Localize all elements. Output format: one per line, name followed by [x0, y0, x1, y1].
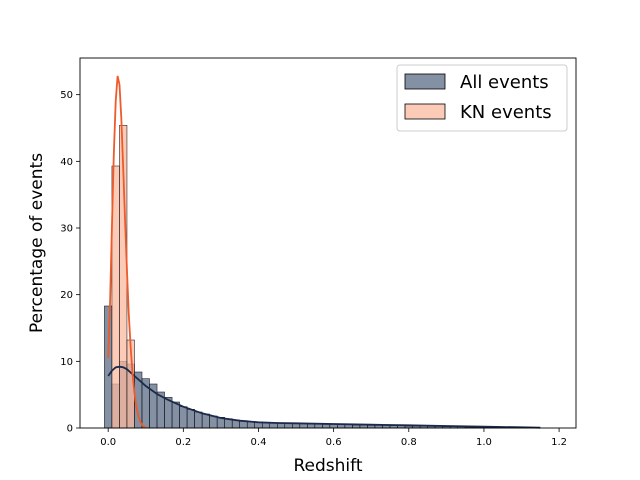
y-tick-label: 10: [60, 357, 73, 368]
all-events-bar: [171, 401, 180, 429]
kn-events-kde-line: [107, 75, 147, 429]
legend-swatch-all-events: [404, 73, 446, 90]
y-tick-label: 50: [60, 90, 73, 101]
all-events-bar: [201, 413, 210, 429]
all-events-kde-line: [107, 365, 541, 429]
y-axis-label: Percentage of events: [27, 153, 47, 333]
y-tick-label: 0: [67, 424, 73, 435]
all-events-bar: [186, 409, 195, 429]
x-tick-label: 0.0: [100, 437, 116, 448]
x-tick-label: 0.2: [175, 437, 191, 448]
x-axis-label: Redshift: [293, 456, 362, 476]
x-tick-label: 0.8: [401, 437, 417, 448]
all-events-bar: [322, 424, 331, 429]
all-events-bar: [179, 406, 188, 429]
all-events-bar: [352, 424, 361, 429]
x-tick-label: 1.0: [476, 437, 492, 448]
y-axis-ticks: 0 10 20 30 40 50: [60, 90, 80, 435]
all-events-bar: [104, 305, 113, 429]
plot-frame: [79, 57, 577, 429]
x-tick-label: 0.6: [326, 437, 342, 448]
x-axis-ticks: 0.0 0.2 0.4 0.6 0.8 1.0 1.2: [100, 428, 567, 448]
all-events-bar: [209, 415, 218, 429]
legend-label-all-events: All events: [460, 72, 549, 93]
y-tick-label: 30: [60, 224, 73, 235]
all-events-bar: [307, 423, 316, 429]
all-events-bar: [194, 411, 203, 429]
legend-label-kn-events: KN events: [460, 102, 552, 123]
y-tick-label: 40: [60, 157, 73, 168]
y-tick-label: 20: [60, 290, 73, 301]
x-tick-label: 0.4: [251, 437, 267, 448]
legend-swatch-kn-events: [404, 103, 446, 120]
all-events-bar: [337, 424, 346, 429]
legend: All events KN events: [396, 64, 568, 132]
x-tick-label: 1.2: [551, 437, 567, 448]
